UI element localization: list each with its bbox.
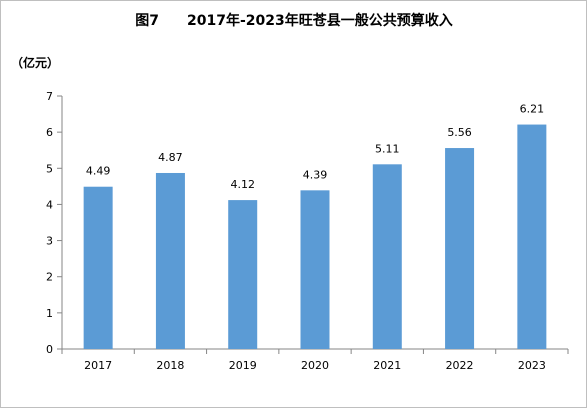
- y-axis-unit-label: （亿元）: [11, 55, 59, 70]
- data-label-2019: 4.12: [230, 178, 255, 191]
- bar-series: [83, 124, 547, 349]
- x-tick-label: 2020: [301, 359, 329, 372]
- y-tick-label: 5: [46, 162, 53, 175]
- y-axis: 0 1 2 3 4 5 6 7: [46, 90, 63, 356]
- data-label-2020: 4.39: [303, 168, 328, 181]
- bar-2017: [83, 186, 113, 349]
- x-tick-label: 2017: [84, 359, 112, 372]
- data-labels: 4.49 4.87 4.12 4.39 5.11 5.56 6.21: [86, 103, 544, 192]
- x-tick-label: 2019: [229, 359, 257, 372]
- x-tick-label: 2023: [518, 359, 546, 372]
- x-tick-label: 2021: [373, 359, 401, 372]
- bar-2023: [517, 124, 547, 349]
- y-tick-label: 2: [46, 271, 53, 284]
- y-tick-label: 3: [46, 235, 53, 248]
- chart-title: 图7 2017年-2023年旺苍县一般公共预算收入: [135, 12, 452, 29]
- y-tick-label: 1: [46, 307, 53, 320]
- bar-2019: [228, 200, 258, 349]
- y-tick-label: 4: [46, 198, 53, 211]
- bar-2021: [372, 164, 402, 349]
- data-label-2023: 6.21: [520, 103, 545, 116]
- data-label-2021: 5.11: [375, 142, 400, 155]
- x-tick-label: 2018: [156, 359, 184, 372]
- y-tick-label: 7: [46, 90, 53, 103]
- x-tick-label: 2022: [446, 359, 474, 372]
- data-label-2022: 5.56: [447, 126, 472, 139]
- x-axis: 2017 2018 2019 2020 2021 2022 2023: [61, 348, 569, 372]
- data-label-2017: 4.49: [86, 165, 111, 178]
- bar-2022: [445, 148, 475, 349]
- data-label-2018: 4.87: [158, 151, 183, 164]
- bar-2018: [155, 172, 185, 349]
- bar-2020: [300, 190, 330, 349]
- y-tick-label: 6: [46, 126, 53, 139]
- y-tick-label: 0: [46, 343, 53, 356]
